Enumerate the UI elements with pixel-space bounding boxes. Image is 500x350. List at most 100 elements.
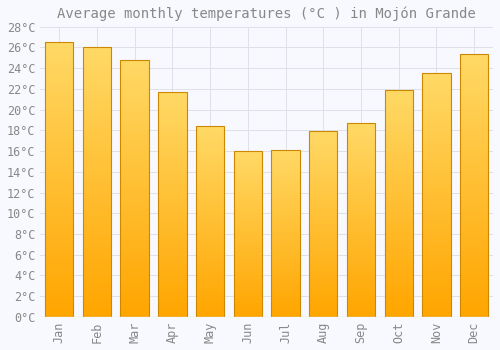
Bar xyxy=(158,315,186,317)
Bar xyxy=(83,201,111,204)
Bar xyxy=(45,53,74,56)
Bar xyxy=(83,188,111,190)
Bar xyxy=(158,117,186,119)
Bar xyxy=(120,224,149,227)
Bar xyxy=(384,147,413,149)
Bar xyxy=(347,139,375,141)
Bar xyxy=(120,60,149,317)
Bar xyxy=(234,302,262,303)
Bar xyxy=(347,199,375,201)
Bar xyxy=(45,94,74,97)
Bar xyxy=(234,242,262,244)
Bar xyxy=(83,225,111,228)
Bar xyxy=(45,166,74,169)
Bar xyxy=(384,101,413,104)
Bar xyxy=(45,64,74,67)
Bar xyxy=(83,169,111,172)
Bar xyxy=(460,296,488,299)
Bar xyxy=(196,261,224,264)
Bar xyxy=(309,142,338,145)
Bar xyxy=(384,128,413,131)
Bar xyxy=(234,201,262,202)
Bar xyxy=(120,178,149,181)
Bar xyxy=(309,172,338,174)
Bar xyxy=(422,197,450,200)
Bar xyxy=(234,267,262,269)
Bar xyxy=(272,273,299,275)
Bar xyxy=(422,159,450,161)
Bar xyxy=(422,263,450,266)
Bar xyxy=(422,171,450,173)
Bar xyxy=(422,103,450,105)
Bar xyxy=(45,114,74,117)
Bar xyxy=(196,140,224,141)
Bar xyxy=(384,269,413,272)
Bar xyxy=(347,218,375,220)
Bar xyxy=(45,155,74,158)
Bar xyxy=(460,235,488,238)
Bar xyxy=(272,178,299,180)
Bar xyxy=(272,300,299,302)
Bar xyxy=(384,233,413,235)
Bar xyxy=(120,121,149,124)
Bar xyxy=(309,178,338,180)
Bar xyxy=(422,183,450,186)
Bar xyxy=(384,156,413,158)
Bar xyxy=(158,216,186,218)
Bar xyxy=(422,88,450,90)
Bar xyxy=(45,180,74,182)
Bar xyxy=(196,227,224,229)
Bar xyxy=(158,200,186,202)
Bar xyxy=(384,287,413,289)
Bar xyxy=(120,147,149,150)
Bar xyxy=(272,157,299,159)
Bar xyxy=(347,294,375,295)
Bar xyxy=(272,152,299,153)
Bar xyxy=(196,206,224,208)
Bar xyxy=(158,301,186,303)
Bar xyxy=(422,112,450,115)
Bar xyxy=(234,151,262,317)
Bar xyxy=(45,100,74,103)
Bar xyxy=(83,131,111,134)
Bar xyxy=(460,177,488,180)
Bar xyxy=(422,98,450,100)
Bar xyxy=(45,265,74,267)
Bar xyxy=(120,219,149,222)
Bar xyxy=(45,105,74,108)
Bar xyxy=(422,107,450,110)
Bar xyxy=(347,251,375,253)
Bar xyxy=(384,203,413,206)
Bar xyxy=(120,232,149,234)
Bar xyxy=(158,247,186,250)
Bar xyxy=(272,314,299,315)
Bar xyxy=(384,106,413,108)
Bar xyxy=(120,253,149,255)
Bar xyxy=(272,187,299,188)
Bar xyxy=(158,112,186,114)
Bar xyxy=(120,206,149,209)
Bar xyxy=(272,267,299,268)
Bar xyxy=(120,183,149,186)
Bar xyxy=(45,207,74,210)
Bar xyxy=(272,264,299,265)
Bar xyxy=(460,228,488,230)
Bar xyxy=(158,153,186,155)
Bar xyxy=(422,241,450,244)
Bar xyxy=(196,277,224,279)
Bar xyxy=(384,176,413,178)
Bar xyxy=(347,154,375,156)
Bar xyxy=(384,258,413,260)
Bar xyxy=(347,261,375,262)
Bar xyxy=(83,83,111,85)
Bar xyxy=(45,75,74,78)
Bar xyxy=(234,295,262,297)
Bar xyxy=(422,181,450,183)
Bar xyxy=(384,276,413,278)
Bar xyxy=(422,144,450,146)
Bar xyxy=(234,257,262,259)
Bar xyxy=(234,177,262,179)
Bar xyxy=(234,282,262,284)
Bar xyxy=(45,218,74,221)
Bar xyxy=(158,299,186,301)
